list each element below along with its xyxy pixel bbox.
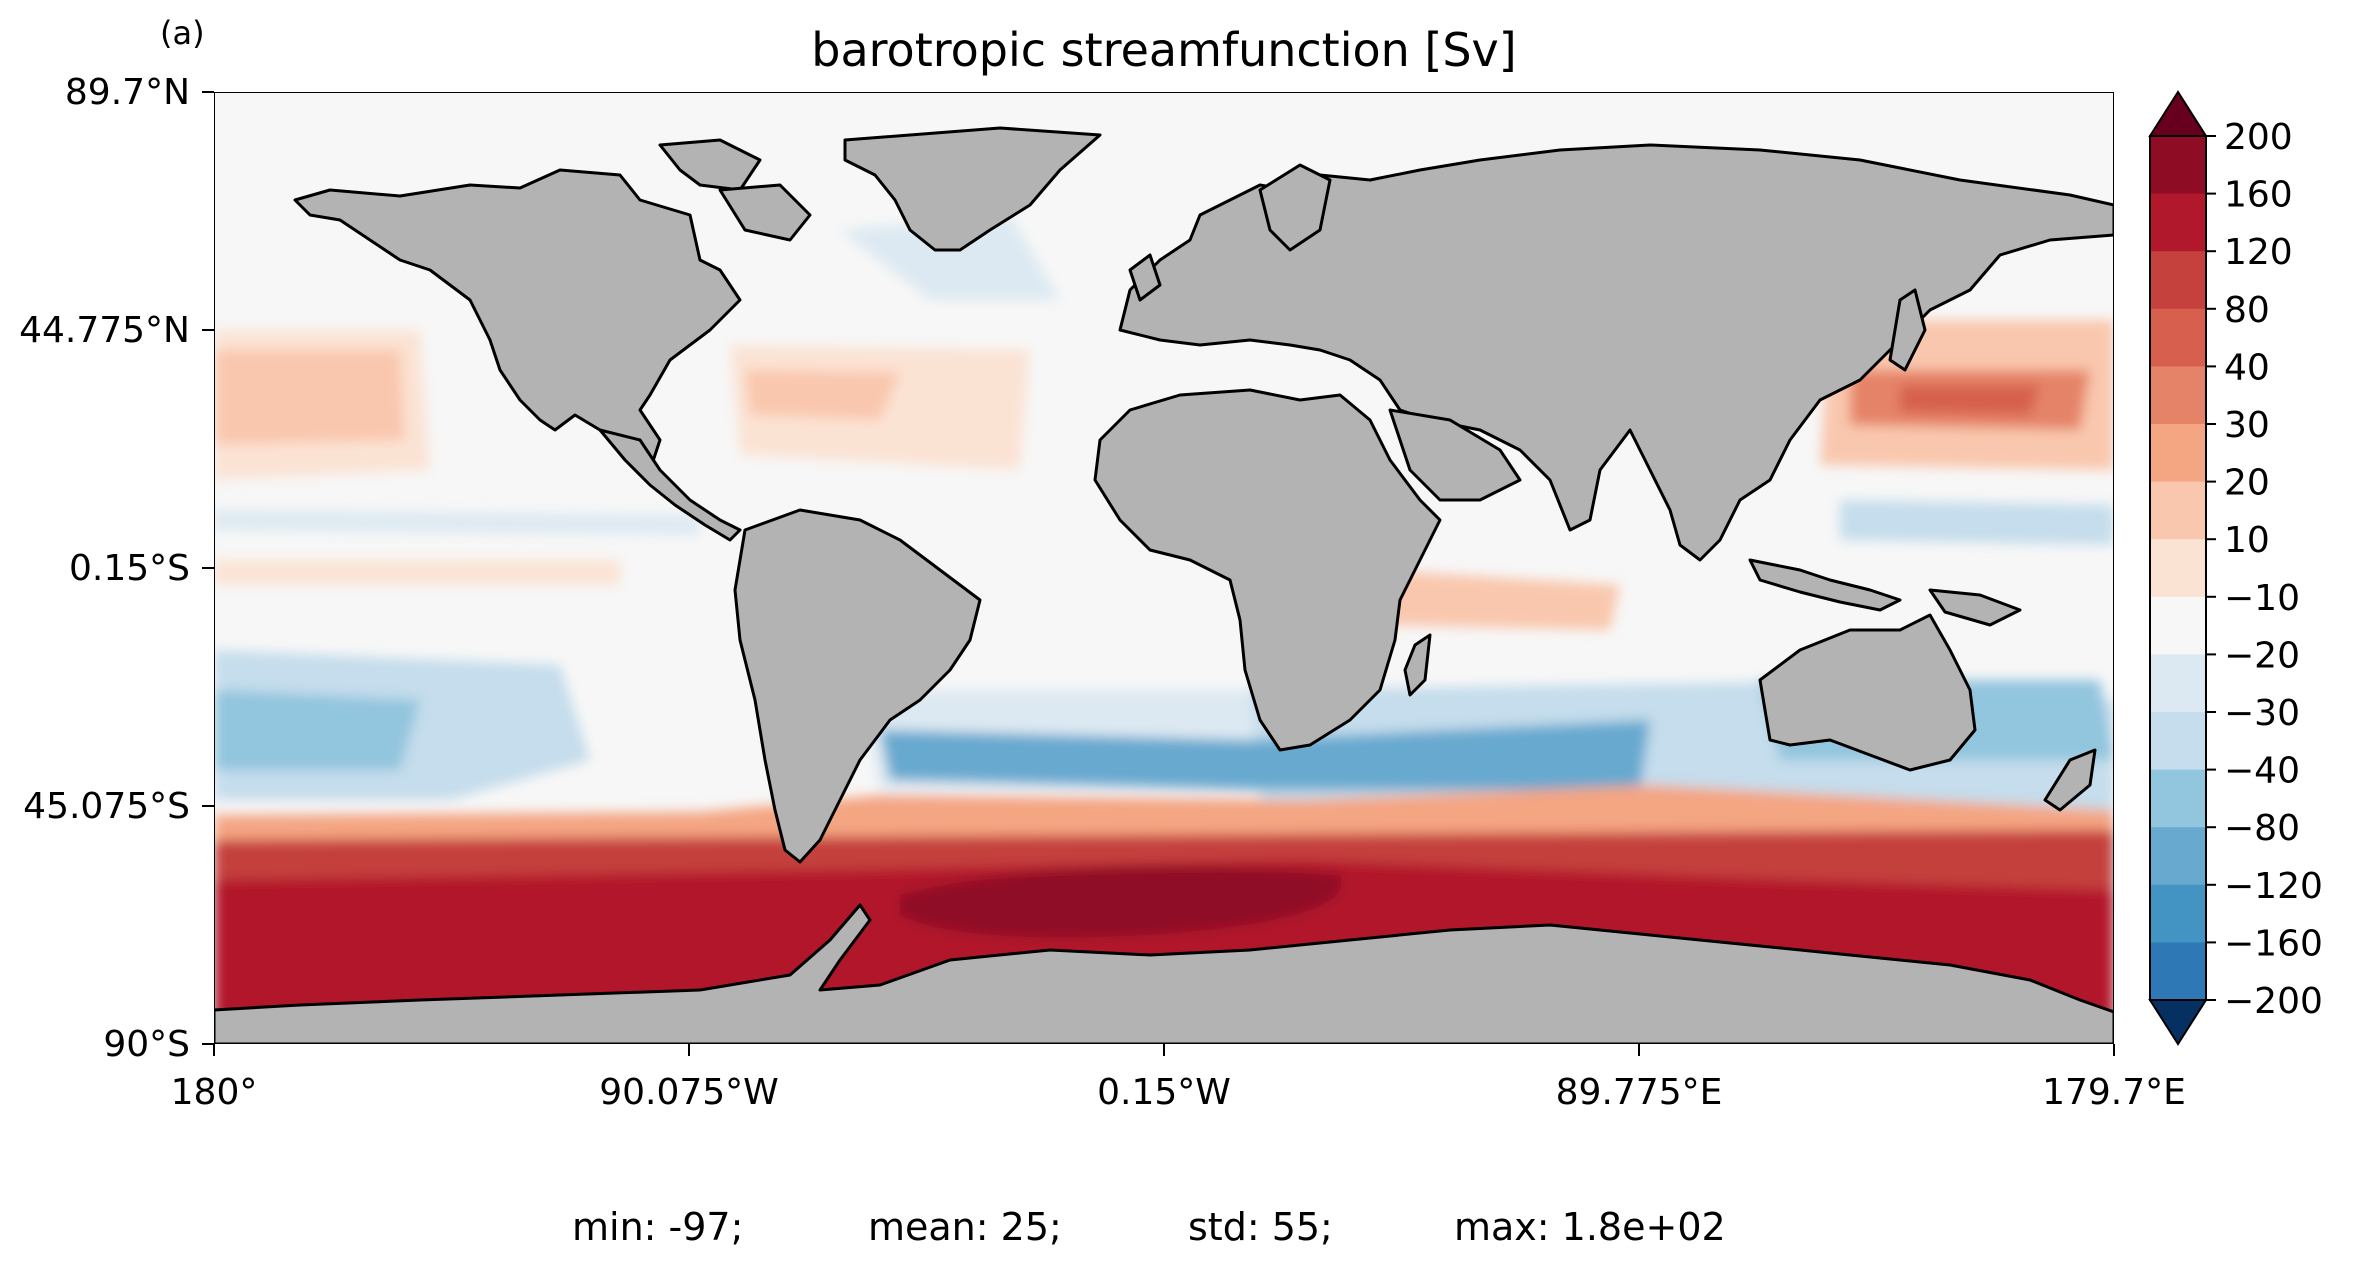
lat-tick-label: 45.075°S [23,786,190,827]
land [214,126,2114,1044]
colorbar-segment [2150,366,2206,425]
colorbar-tick-label: −10 [2224,578,2300,619]
field-agulhas-core [880,720,1650,790]
field-gulf-stream-core [745,370,900,420]
colorbar-frame [2149,135,2207,1001]
colorbar-segment [2150,827,2206,886]
land-baffin [718,183,812,242]
land-britain [1128,253,1162,302]
colorbar-segments [2148,90,2208,1046]
field-west-pacific-tropical [1840,500,2114,545]
colorbar-segment [2150,942,2206,1001]
stat-mean: mean: 25; [868,1205,1062,1249]
colorbar-tick-label: 10 [2224,520,2270,561]
land-north-america [293,168,742,472]
field-south-pacific-core [214,690,420,770]
colorbar-labels: 200 160 120 80 40 30 20 10 −10 −20 −30 −40 −80 −120 −1… [2206,117,2323,1022]
land-new-guinea [1928,588,2022,627]
lon-tick-labels: 180° 90.075°W 0.15°W 89.775°E 179.7°E [171,1072,2186,1113]
colorbar-tick-label: 40 [2224,347,2270,388]
stat-std: std: 55; [1188,1205,1333,1249]
colorbar-extend-min [2148,999,2208,1046]
lon-tick-label: 89.775°E [1556,1072,1723,1113]
land-indonesia [1748,558,1902,612]
colorbar-tick-label: −40 [2224,751,2300,792]
stat-max: max: 1.8e+02 [1454,1205,1726,1249]
field-kuroshio-max [1900,385,2040,415]
colorbar-tick-label: 20 [2224,463,2270,504]
colorbar-tick-label: −80 [2224,808,2300,849]
land-japan [1888,288,1927,372]
field-equatorial-pacific [214,560,620,585]
colorbar-segment [2150,539,2206,598]
land-scandinavia [1258,163,1332,252]
colorbar-segment [2150,136,2206,195]
lat-tick-label: 44.775°N [19,310,190,351]
land-antarctica [214,903,2114,1044]
colorbar-segment [2150,769,2206,828]
land-arabia [1388,408,1522,502]
colorbar-tick-label: 80 [2224,290,2270,331]
field-tropical-pacific-south [214,510,700,535]
land-greenland [843,126,1102,252]
colorbar-extend-max [2148,90,2208,137]
colorbar-segment [2150,308,2206,367]
colorbar-segment [2150,654,2206,713]
panel-label: (a) [160,14,205,52]
land-madagascar [1403,633,1432,697]
colorbar-segment [2150,596,2206,655]
colorbar-segment [2150,251,2206,310]
field-acc-max [900,866,1342,938]
lon-tick-label: 179.7°E [2042,1072,2186,1113]
lat-tick-labels: 89.7°N 44.775°N 0.15°S 45.075°S 90°S [19,72,190,1065]
map-title: barotropic streamfunction [Sv] [811,23,1516,77]
colorbar-tick-label: 120 [2224,232,2293,273]
colorbar-tick-label: 160 [2224,175,2293,216]
colorbar-tick-label: −200 [2224,981,2323,1022]
colorbar-segment [2150,424,2206,483]
colorbar-tick-label: 30 [2224,405,2270,446]
land-africa [1093,388,1442,752]
stat-min: min: -97; [572,1205,743,1249]
field-indian-ocean [1380,570,1620,630]
streamfunction-field [214,215,2114,1044]
colorbar-segment [2150,481,2206,540]
land-new-zealand [2043,748,2097,812]
land-australia [1758,613,1977,772]
axis-ticks [202,91,2115,1056]
colorbar-tick-label: 200 [2224,117,2293,158]
map-panel [214,92,2114,1044]
field-north-pacific-east-core [214,350,405,445]
colorbar-tick-label: −160 [2224,923,2323,964]
lat-tick-label: 90°S [103,1024,190,1065]
lat-tick-label: 89.7°N [65,72,190,113]
colorbar-segment [2150,884,2206,943]
colorbar-tick-label: −120 [2224,866,2323,907]
colorbar: 200 160 120 80 40 30 20 10 −10 −20 −30 −40 −80 −120 −1… [2148,90,2323,1046]
land-south-america [733,508,982,864]
colorbar-segment [2150,193,2206,252]
lon-tick-label: 180° [171,1072,258,1113]
lon-tick-label: 90.075°W [599,1072,779,1113]
colorbar-tick-label: −20 [2224,635,2300,676]
lat-tick-label: 0.15°S [69,548,190,589]
land-central-america [598,428,742,542]
colorbar-segment [2150,712,2206,771]
stats-line: min: -97; mean: 25; std: 55; max: 1.8e+0… [572,1205,1726,1249]
colorbar-tick-label: −30 [2224,693,2300,734]
lon-tick-label: 0.15°W [1097,1072,1231,1113]
field-subpolar-gyre [840,215,1060,300]
